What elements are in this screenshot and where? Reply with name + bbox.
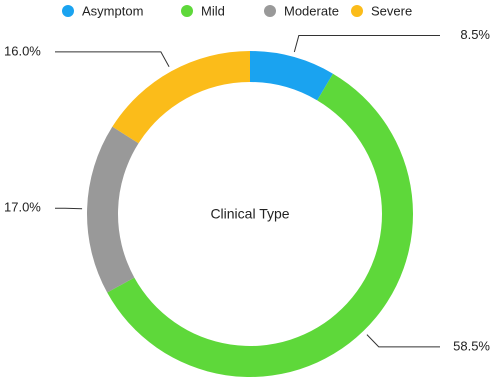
legend-label: Mild [201, 3, 225, 18]
donut-segment [86, 126, 139, 293]
legend-swatch [351, 5, 363, 17]
data-label: 17.0% [4, 200, 41, 215]
data-label: 8.5% [460, 27, 490, 42]
leader-line [293, 35, 440, 53]
legend-label: Asymptom [82, 3, 143, 18]
legend-label: Severe [371, 3, 412, 18]
center-title: Clinical Type [210, 206, 289, 222]
legend-swatch [264, 5, 276, 17]
leader-line [366, 334, 440, 348]
leader-line [55, 51, 170, 68]
legend-label: Moderate [284, 3, 339, 18]
donut-segment [112, 51, 251, 144]
donut-segment [250, 51, 333, 101]
leader-line [55, 207, 83, 210]
data-label: 16.0% [4, 43, 41, 58]
legend-swatch [62, 5, 74, 17]
data-label: 58.5% [453, 338, 490, 353]
legend-swatch [181, 5, 193, 17]
